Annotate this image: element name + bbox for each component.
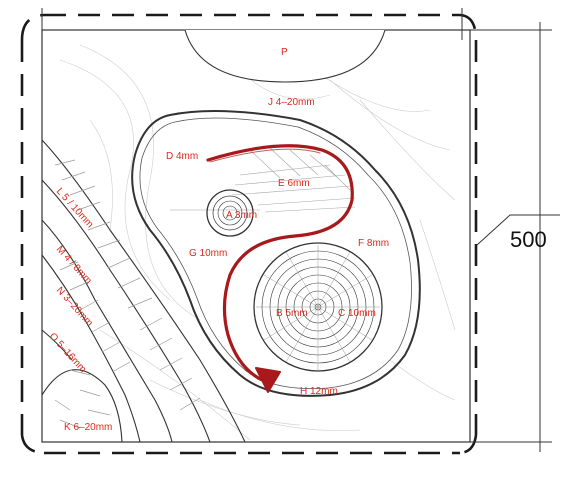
label-h: H 12mm xyxy=(300,386,338,397)
label-c: C 10mm xyxy=(338,308,376,319)
flow-arrow-head xyxy=(255,367,281,393)
label-k: K 6–20mm xyxy=(64,422,113,433)
flow-arrow xyxy=(206,144,354,382)
zone-p-outline xyxy=(184,29,386,83)
label-b: B 5mm xyxy=(276,308,308,319)
dimension-line xyxy=(470,22,560,452)
label-j: J 4–20mm xyxy=(268,97,315,108)
label-f: F 8mm xyxy=(358,238,390,249)
label-p: P xyxy=(281,47,288,58)
zone-main-inner-outline xyxy=(139,117,412,389)
band-hatching xyxy=(54,159,201,429)
label-d: D 4mm xyxy=(166,151,199,162)
zone-main-outline xyxy=(131,110,421,397)
zone-diagonal-bands xyxy=(41,139,246,443)
zone-e-hatching xyxy=(170,147,356,213)
dimension-label: 500 xyxy=(510,227,547,252)
zone-bc-radial-hatch xyxy=(256,245,380,370)
label-g: G 10mm xyxy=(189,248,228,259)
slab-outer-border xyxy=(20,13,478,455)
label-e: E 6mm xyxy=(278,178,310,189)
slab-inner-frame xyxy=(41,29,471,443)
zone-a-circle xyxy=(206,189,254,237)
label-a: A 3mm xyxy=(226,210,258,221)
